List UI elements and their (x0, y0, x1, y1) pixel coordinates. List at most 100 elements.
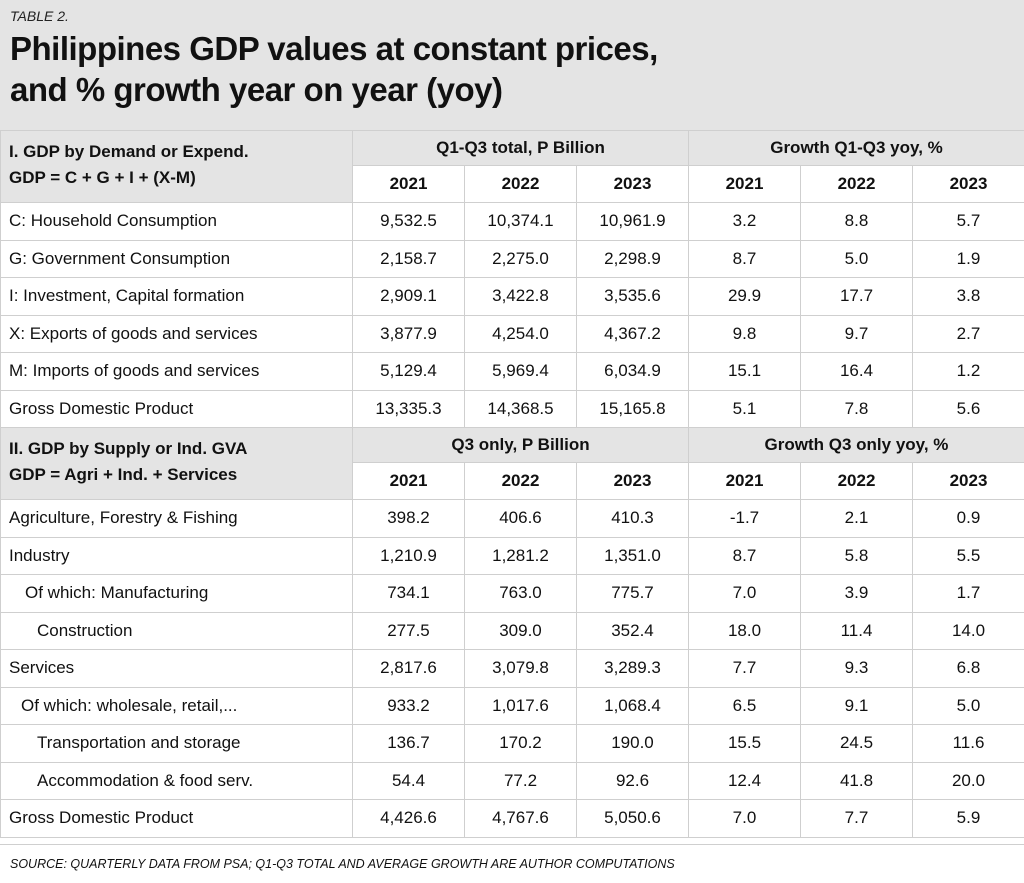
cell-value: 1,351.0 (577, 537, 689, 575)
cell-value: 15.5 (689, 725, 801, 763)
cell-value: 1,068.4 (577, 687, 689, 725)
cell-value: 3,289.3 (577, 650, 689, 688)
cell-value: 92.6 (577, 762, 689, 800)
cell-value: 933.2 (353, 687, 465, 725)
year-header: 2023 (577, 463, 689, 500)
cell-value: 2.7 (913, 315, 1024, 353)
year-header: 2022 (801, 166, 913, 203)
cell-value: 775.7 (577, 575, 689, 613)
section-label-line: GDP = C + G + I + (X-M) (9, 165, 344, 191)
cell-value: 24.5 (801, 725, 913, 763)
cell-value: 4,767.6 (465, 800, 577, 838)
cell-value: 11.4 (801, 612, 913, 650)
cell-value: 1.7 (913, 575, 1024, 613)
row-label: Transportation and storage (1, 725, 353, 763)
cell-value: 5.0 (801, 240, 913, 278)
row-label: M: Imports of goods and services (1, 353, 353, 391)
header: TABLE 2. Philippines GDP values at const… (0, 0, 1024, 130)
cell-value: 12.4 (689, 762, 801, 800)
cell-value: 8.7 (689, 537, 801, 575)
cell-value: 4,254.0 (465, 315, 577, 353)
cell-value: 17.7 (801, 278, 913, 316)
year-header: 2022 (465, 166, 577, 203)
cell-value: 3,535.6 (577, 278, 689, 316)
cell-value: 136.7 (353, 725, 465, 763)
header-row: I. GDP by Demand or Expend.GDP = C + G +… (1, 131, 1024, 166)
cell-value: 1,210.9 (353, 537, 465, 575)
section-label-line: II. GDP by Supply or Ind. GVA (9, 436, 344, 462)
row-label: G: Government Consumption (1, 240, 353, 278)
year-header: 2021 (353, 463, 465, 500)
cell-value: 5,969.4 (465, 353, 577, 391)
cell-value: 16.4 (801, 353, 913, 391)
cell-value: 9.1 (801, 687, 913, 725)
group-header: Q3 only, P Billion (353, 428, 689, 463)
cell-value: 277.5 (353, 612, 465, 650)
table-label: TABLE 2. (10, 8, 1014, 28)
cell-value: 406.6 (465, 500, 577, 538)
row-label: Of which: wholesale, retail,... (1, 687, 353, 725)
section-label-line: GDP = Agri + Ind. + Services (9, 462, 344, 488)
cell-value: 3.8 (913, 278, 1024, 316)
cell-value: 1,017.6 (465, 687, 577, 725)
row-label: Of which: Manufacturing (1, 575, 353, 613)
cell-value: 2,275.0 (465, 240, 577, 278)
cell-value: 5.8 (801, 537, 913, 575)
year-header: 2021 (689, 166, 801, 203)
cell-value: 20.0 (913, 762, 1024, 800)
cell-value: 352.4 (577, 612, 689, 650)
cell-value: 29.9 (689, 278, 801, 316)
cell-value: 2,909.1 (353, 278, 465, 316)
cell-value: 7.7 (801, 800, 913, 838)
cell-value: 7.0 (689, 800, 801, 838)
cell-value: 6.8 (913, 650, 1024, 688)
group-header: Q1-Q3 total, P Billion (353, 131, 689, 166)
cell-value: 763.0 (465, 575, 577, 613)
cell-value: 9.3 (801, 650, 913, 688)
row-label: Industry (1, 537, 353, 575)
cell-value: 6,034.9 (577, 353, 689, 391)
cell-value: 5,050.6 (577, 800, 689, 838)
cell-value: 309.0 (465, 612, 577, 650)
title-line: Philippines GDP values at constant price… (10, 28, 1014, 69)
cell-value: 9.7 (801, 315, 913, 353)
cell-value: 14,368.5 (465, 390, 577, 428)
cell-value: 2,298.9 (577, 240, 689, 278)
cell-value: 5,129.4 (353, 353, 465, 391)
table: I. GDP by Demand or Expend.GDP = C + G +… (0, 130, 1024, 838)
cell-value: 7.8 (801, 390, 913, 428)
cell-value: 77.2 (465, 762, 577, 800)
row-label: C: Household Consumption (1, 203, 353, 241)
year-header: 2023 (913, 463, 1024, 500)
row-label: X: Exports of goods and services (1, 315, 353, 353)
year-header: 2023 (913, 166, 1024, 203)
cell-value: 2.1 (801, 500, 913, 538)
group-header: Growth Q1-Q3 yoy, % (689, 131, 1024, 166)
cell-value: 5.9 (913, 800, 1024, 838)
cell-value: 10,374.1 (465, 203, 577, 241)
cell-value: 1,281.2 (465, 537, 577, 575)
cell-value: 5.6 (913, 390, 1024, 428)
cell-value: 5.1 (689, 390, 801, 428)
cell-value: 1.2 (913, 353, 1024, 391)
row-label: I: Investment, Capital formation (1, 278, 353, 316)
cell-value: 3,079.8 (465, 650, 577, 688)
year-header: 2023 (577, 166, 689, 203)
cell-value: 6.5 (689, 687, 801, 725)
cell-value: 5.5 (913, 537, 1024, 575)
cell-value: 734.1 (353, 575, 465, 613)
cell-value: 4,426.6 (353, 800, 465, 838)
